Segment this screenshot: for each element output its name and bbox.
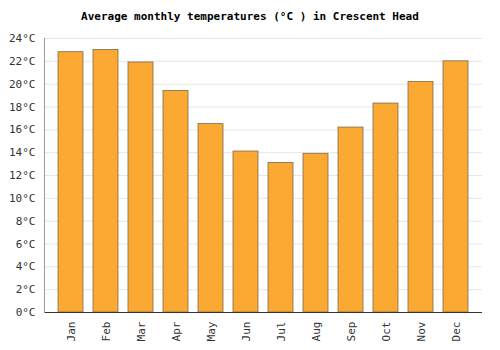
svg-text:Aug: Aug [310,322,323,342]
svg-text:6°C: 6°C [16,238,36,251]
svg-text:Nov: Nov [415,321,428,341]
svg-text:Jul: Jul [275,322,288,342]
svg-text:0°C: 0°C [16,306,36,319]
svg-text:Sep: Sep [345,322,358,342]
svg-text:18°C: 18°C [9,101,36,114]
svg-text:10°C: 10°C [9,192,36,205]
svg-text:Feb: Feb [100,322,113,342]
svg-text:Dec: Dec [450,322,463,342]
svg-text:24°C: 24°C [9,32,36,45]
svg-text:Jun: Jun [240,322,253,342]
svg-text:Jan: Jan [65,322,78,342]
svg-text:4°C: 4°C [16,260,36,273]
svg-text:14°C: 14°C [9,146,36,159]
svg-text:12°C: 12°C [9,169,36,182]
svg-text:Apr: Apr [170,321,183,341]
html-text:Average monthly temperatures (: Average monthly temperatures (°C ) in Cr… [81,10,419,23]
svg-text:8°C: 8°C [16,215,36,228]
svg-text:16°C: 16°C [9,123,36,136]
svg-text:20°C: 20°C [9,78,36,91]
svg-text:Oct: Oct [380,322,393,342]
svg-text:2°C: 2°C [16,283,36,296]
svg-text:May: May [205,321,218,341]
svg-text:Mar: Mar [135,321,148,341]
svg-text:22°C: 22°C [9,55,36,68]
